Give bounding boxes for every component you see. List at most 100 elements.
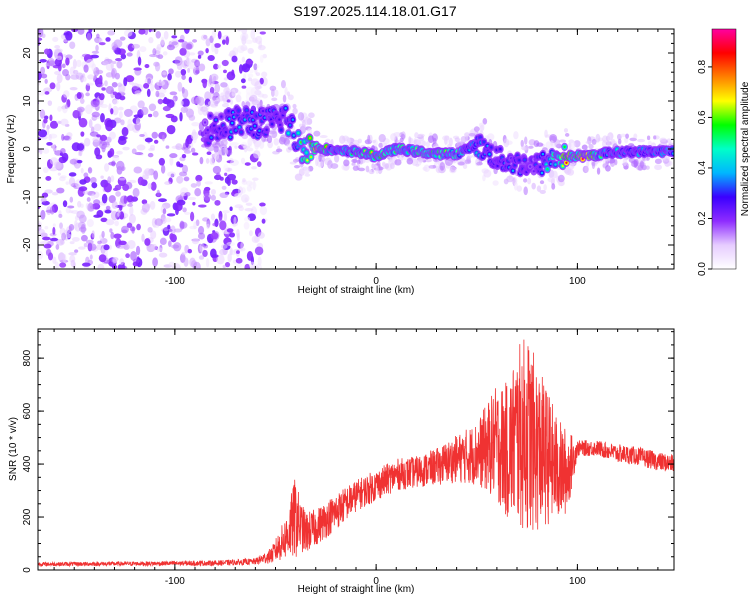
spectrogram-cell bbox=[143, 83, 150, 89]
spectrogram-xlabel: Height of straight line (km) bbox=[298, 285, 415, 296]
spectrogram-cell bbox=[158, 157, 165, 166]
y-tick-label: 0 bbox=[22, 146, 33, 152]
spectrogram-cell bbox=[251, 166, 257, 170]
spectrogram-cell bbox=[81, 53, 90, 58]
spectrogram-cell bbox=[439, 161, 446, 171]
spectrogram-cell bbox=[56, 81, 61, 92]
spectrogram-cell bbox=[251, 118, 255, 122]
spectrogram-cell bbox=[49, 206, 55, 215]
spectrogram-cell bbox=[52, 256, 57, 265]
spectrogram-cell bbox=[155, 54, 161, 58]
spectrogram-cell bbox=[454, 137, 460, 143]
spectrogram-cell bbox=[94, 147, 101, 157]
spectrogram-cell bbox=[654, 158, 662, 165]
spectrogram-cell bbox=[205, 38, 211, 47]
spectrogram-cell bbox=[565, 161, 568, 164]
spectrogram-cell bbox=[561, 164, 565, 168]
spectrogram-cell bbox=[62, 253, 67, 263]
spectrogram-cell bbox=[153, 170, 159, 180]
spectrogram-cell bbox=[227, 253, 232, 263]
spectrogram-cell bbox=[270, 122, 274, 126]
spectrogram-cell bbox=[98, 74, 103, 83]
spectrogram-cell bbox=[235, 263, 243, 268]
spectrogram-cell bbox=[243, 221, 250, 230]
spectrogram-cell bbox=[238, 126, 241, 129]
spectrogram-cell bbox=[104, 80, 108, 87]
spectrogram-cell bbox=[190, 211, 195, 222]
spectrogram-cell bbox=[56, 239, 65, 246]
spectrogram-cell bbox=[183, 176, 190, 182]
spectrogram-cell bbox=[175, 143, 183, 151]
spectrogram-cell bbox=[457, 140, 464, 146]
spectrogram-cell bbox=[237, 109, 240, 112]
spectrogram-cell bbox=[110, 232, 115, 240]
spectrogram-cell bbox=[393, 131, 401, 138]
spectrogram-cell bbox=[90, 54, 100, 59]
colorbar: 0.0 0.2 0.4 0.6 0.8 Normalized spectral ampl… bbox=[697, 28, 750, 276]
spectrogram-cell bbox=[42, 147, 50, 154]
spectrogram-cell bbox=[245, 202, 253, 206]
spectrogram-cell bbox=[96, 134, 102, 138]
spectrogram-cell bbox=[244, 162, 251, 166]
spectrogram-cell bbox=[54, 261, 59, 269]
snr-plot-area bbox=[38, 329, 674, 570]
spectrogram-cell bbox=[131, 148, 137, 155]
spectrogram-cell bbox=[118, 106, 124, 111]
spectrogram-cell bbox=[230, 159, 239, 166]
spectrogram-cell bbox=[38, 35, 39, 38]
chart-title: S197.2025.114.18.01.G17 bbox=[293, 3, 456, 19]
spectrogram-cell bbox=[214, 199, 221, 206]
spectrogram-cell bbox=[42, 167, 49, 173]
spectrogram-cell bbox=[259, 54, 264, 64]
spectrogram-cell bbox=[181, 251, 186, 256]
spectrogram-cell bbox=[155, 90, 160, 98]
spectrogram-cell bbox=[168, 68, 174, 75]
colorbar-label: Normalized spectral amplitude bbox=[740, 81, 750, 216]
x-tick-label: 0 bbox=[373, 576, 379, 587]
spectrogram-cell bbox=[245, 109, 248, 112]
spectrogram-cell bbox=[492, 180, 499, 186]
spectrogram-cell bbox=[585, 140, 593, 144]
spectrogram-cell bbox=[89, 254, 93, 260]
spectrogram-cell bbox=[596, 167, 601, 175]
spectrogram-cell bbox=[39, 148, 43, 155]
spectrogram-cell bbox=[551, 183, 556, 190]
spectrogram-cell bbox=[581, 144, 588, 150]
spectrogram-cell bbox=[135, 117, 141, 126]
spectrogram-cell bbox=[101, 193, 108, 204]
spectrogram-cell bbox=[91, 182, 98, 189]
spectrogram-cell bbox=[184, 211, 191, 215]
spectrogram-cell bbox=[166, 99, 175, 109]
spectrogram-cell bbox=[479, 136, 482, 139]
spectrogram-cell bbox=[121, 127, 129, 137]
snr-panel: -100 0 100 0 200 400 600 800 Height of straight… bbox=[8, 328, 675, 595]
spectrogram-cell bbox=[220, 82, 228, 88]
spectrogram-cell bbox=[279, 123, 282, 127]
spectrogram-cell bbox=[219, 192, 229, 199]
spectrogram-cell bbox=[202, 249, 208, 257]
spectrogram-cell bbox=[211, 42, 215, 53]
spectrogram-cell bbox=[105, 121, 114, 132]
spectrogram-cell bbox=[109, 147, 115, 157]
spectrogram-cell bbox=[408, 136, 412, 145]
spectrogram-cell bbox=[98, 93, 105, 101]
spectrogram-cell bbox=[87, 202, 94, 211]
spectrogram-cell bbox=[308, 112, 315, 119]
spectrogram-cell bbox=[202, 79, 207, 89]
spectrogram-cell bbox=[292, 103, 297, 109]
spectrogram-cell bbox=[95, 69, 104, 75]
spectrogram-cell bbox=[270, 88, 275, 97]
spectrogram-cell bbox=[72, 110, 80, 119]
spectrogram-cell bbox=[259, 77, 264, 85]
spectrogram-cell bbox=[191, 121, 200, 127]
spectrogram-cell bbox=[235, 94, 242, 103]
spectrogram-cell bbox=[115, 191, 121, 197]
spectrogram-cell bbox=[27, 76, 35, 84]
spectrogram-cell bbox=[95, 44, 99, 52]
spectrogram-cell bbox=[46, 124, 50, 130]
spectrogram-cell bbox=[102, 60, 109, 66]
spectrogram-cell bbox=[372, 140, 377, 144]
spectrogram-cell bbox=[34, 58, 37, 66]
spectrogram-cell bbox=[256, 161, 262, 167]
spectrogram-cell bbox=[547, 176, 556, 183]
